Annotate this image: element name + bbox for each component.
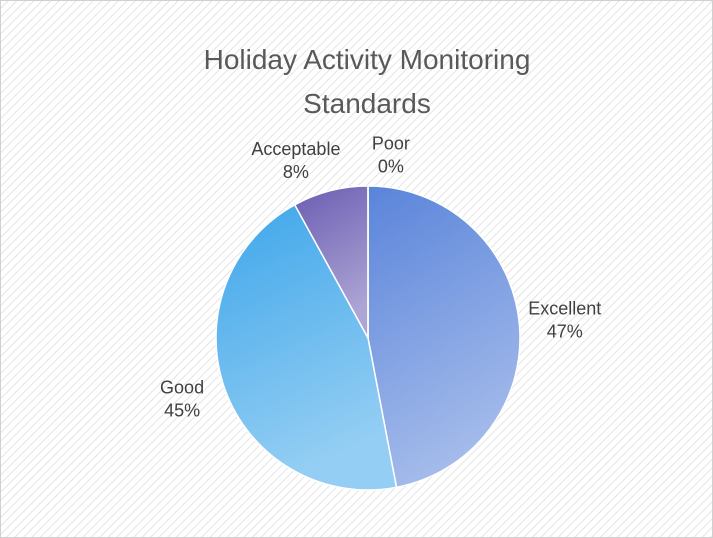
data-label-value: 8% — [283, 162, 309, 182]
pie-slice — [215, 203, 398, 491]
pie-slice — [367, 185, 521, 489]
data-label-category: Poor — [372, 133, 410, 153]
data-label-category: Acceptable — [251, 139, 340, 159]
chart-title: Holiday Activity Monitoring Standards — [203, 44, 531, 119]
data-label-value: 0% — [378, 156, 404, 176]
data-label-category: Excellent — [528, 299, 601, 319]
data-label-value: 47% — [547, 322, 583, 342]
data-label-category: Good — [160, 378, 204, 398]
data-label-value: 45% — [164, 401, 200, 421]
